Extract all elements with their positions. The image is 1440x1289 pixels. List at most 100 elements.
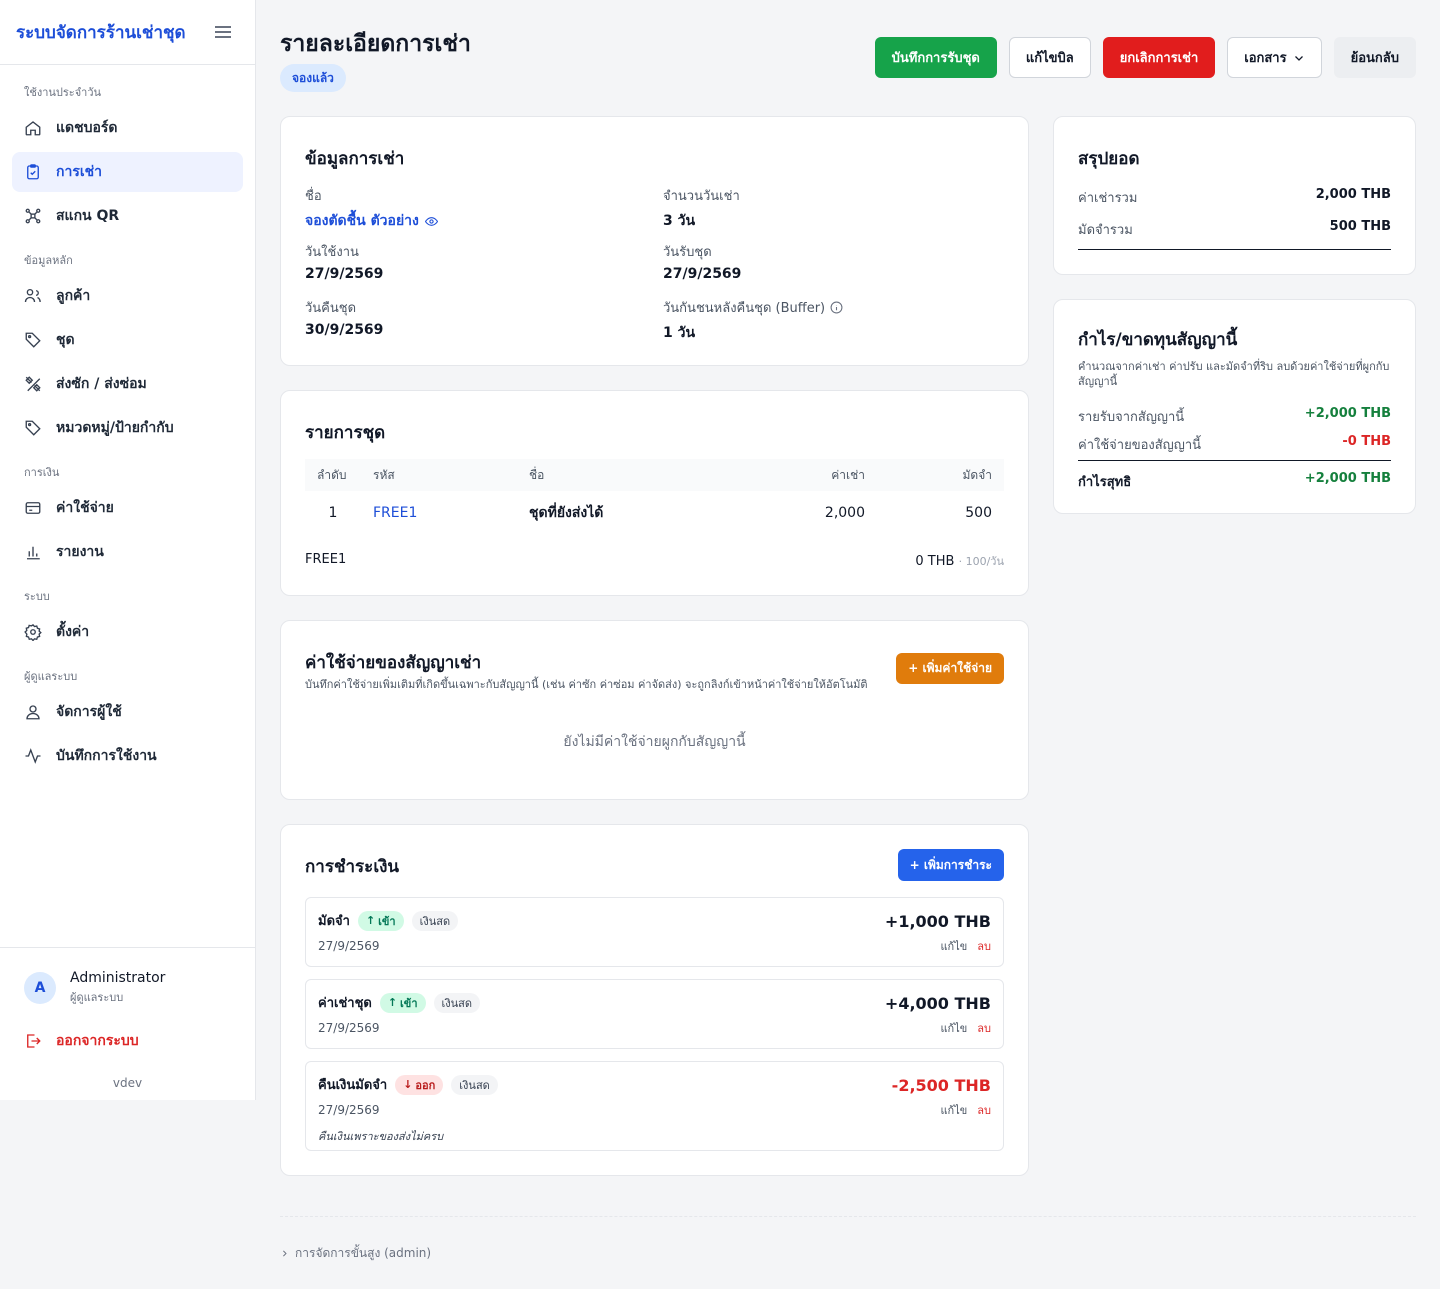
info-label: วันรับชุด (663, 245, 712, 260)
table-row: 1 FREE1 ชุดที่ยังส่งได้ 2,000 500 (305, 491, 1004, 535)
sidebar-item-label: จัดการผู้ใช้ (56, 704, 122, 720)
sidebar-item-activity-log[interactable]: บันทึกการใช้งาน (12, 736, 243, 776)
brand-title[interactable]: ระบบจัดการร้านเช่าชุด (16, 22, 186, 43)
delete-payment-link[interactable]: ลบ (977, 940, 991, 953)
sidebar-item-settings[interactable]: ตั้งค่า (12, 612, 243, 652)
cell-code: FREE1 (361, 491, 517, 535)
profit-value: +2,000 THB (1304, 406, 1391, 421)
sidebar-item-categories[interactable]: หมวดหมู่/ป้ายกำกับ (12, 408, 243, 448)
customer-name-link[interactable]: จองตัดชื้น ตัวอย่าง (305, 210, 438, 232)
sidebar-item-dresses[interactable]: ชุด (12, 320, 243, 360)
delete-payment-link[interactable]: ลบ (977, 1104, 991, 1117)
expenses-description: บันทึกค่าใช้จ่ายเพิ่มเติมที่เกิดขึ้นเฉพา… (305, 678, 868, 691)
cell-name: ชุดที่ยังส่งได้ (529, 505, 604, 521)
tag-icon (25, 420, 41, 436)
sidebar-item-scan-qr[interactable]: สแกน QR (12, 196, 243, 236)
payment-item: คืนเงินมัดจำ ↓ ออก เงินสด 27/9/2569 คืนเง… (305, 1061, 1004, 1151)
direction-label: เข้า (400, 996, 418, 1010)
sidebar-item-rentals[interactable]: การเช่า (12, 152, 243, 192)
sidebar-item-label: การเช่า (56, 164, 103, 180)
expenses-empty-state: ยังไม่มีค่าใช้จ่ายผูกกับสัญญานี้ (563, 734, 746, 750)
payment-type: ค่าเช่าชุด (318, 996, 372, 1011)
advanced-admin-toggle[interactable]: การจัดการขั้นสูง (admin) (280, 1244, 431, 1263)
record-pickup-button[interactable]: บันทึกการรับชุด (874, 37, 997, 78)
payment-item: ค่าเช่าชุด ↑ เข้า เงินสด 27/9/2569 +4,000… (305, 979, 1004, 1049)
arrow-up-icon: ↑ (365, 914, 376, 927)
summary-label: ค่าเช่ารวม (1078, 191, 1138, 206)
items-footer: FREE1 0 THB · 100/วัน (305, 552, 1004, 570)
nav-section-title: ใช้งานประจำวัน (24, 86, 102, 99)
summary-deposit-row: มัดจำรวม 500 THB (1078, 219, 1391, 240)
profit-income-row: รายรับจากสัญญานี้ +2,000 THB (1078, 406, 1391, 427)
sidebar-item-expenses[interactable]: ค่าใช้จ่าย (12, 488, 243, 528)
sidebar-item-reports[interactable]: รายงาน (12, 532, 243, 572)
footer-amount: 0 THB (915, 554, 955, 569)
customer-name: จองตัดชื้น ตัวอย่าง (305, 213, 419, 229)
user-name: Administrator (70, 970, 166, 986)
clipboard-icon (27, 164, 39, 180)
payment-item: มัดจำ ↑ เข้า เงินสด 27/9/2569 +1,000 THB … (305, 897, 1004, 967)
back-button[interactable]: ย้อนกลับ (1333, 37, 1416, 78)
profit-description: คำนวณจากค่าเช่า ค่าปรับ และมัดจำที่ริบ ล… (1078, 360, 1390, 388)
method-badge: เงินสด (411, 910, 459, 931)
info-icon[interactable] (830, 301, 843, 314)
header-actions: บันทึกการรับชุด แก้ไขบิล ยกเลิกการเช่า เ… (874, 37, 1416, 78)
page-title: รายละเอียดการเช่า (280, 31, 471, 57)
tools-icon (25, 376, 41, 392)
summary-rent-row: ค่าเช่ารวม 2,000 THB (1078, 187, 1391, 208)
users-icon (24, 288, 41, 303)
add-payment-button[interactable]: + เพิ่มการชำระ (897, 849, 1004, 881)
profit-label: รายรับจากสัญญานี้ (1078, 410, 1185, 425)
nav-section-title: ระบบ (24, 590, 50, 603)
info-value: 27/9/2569 (305, 266, 384, 282)
items-card: รายการชุด ลำดับ รหัส ชื่อ ค่าเช่า มัดจำ … (280, 390, 1029, 596)
profit-expense-row: ค่าใช้จ่ายของสัญญานี้ -0 THB (1078, 434, 1391, 455)
info-label: จำนวนวันเช่า (663, 189, 740, 204)
tag-icon (25, 332, 41, 348)
info-days: จำนวนวันเช่า 3 วัน (663, 185, 740, 232)
cancel-rental-button[interactable]: ยกเลิกการเช่า (1102, 37, 1216, 78)
profit-divider (1078, 460, 1391, 461)
user-profile[interactable]: A Administrator ผู้ดูแลระบบ (0, 948, 255, 1006)
payment-note: คืนเงินเพราะของส่งไม่ครบ (318, 1130, 444, 1143)
sidebar-item-user-management[interactable]: จัดการผู้ใช้ (12, 692, 243, 732)
status-badge: จองแล้ว (280, 64, 346, 92)
chevron-right-icon (283, 1250, 287, 1257)
direction-label: เข้า (378, 914, 396, 928)
menu-toggle-icon[interactable] (215, 26, 231, 38)
info-use-date: วันใช้งาน 27/9/2569 (305, 241, 383, 282)
info-buffer: วันกันชนหลังคืนชุด (Buffer) 1 วัน (663, 297, 843, 344)
edit-bill-button[interactable]: แก้ไขบิล (1008, 37, 1091, 78)
item-code-link[interactable]: FREE1 (373, 505, 418, 521)
profit-net-label: กำไรสุทธิ (1078, 475, 1132, 490)
rental-info-card: ข้อมูลการเช่า ชื่อ จองตัดชื้น ตัวอย่าง จ… (280, 116, 1029, 366)
rental-info-title: ข้อมูลการเช่า (305, 149, 405, 169)
documents-dropdown[interactable]: เอกสาร (1227, 37, 1322, 78)
summary-divider (1078, 249, 1391, 250)
edit-payment-link[interactable]: แก้ไข (940, 1104, 968, 1117)
profit-card: กำไร/ขาดทุนสัญญานี้ คำนวณจากค่าเช่า ค่าป… (1053, 299, 1416, 514)
home-icon (25, 121, 41, 136)
payments-title: การชำระเงิน (305, 857, 400, 877)
direction-label: ออก (415, 1078, 436, 1092)
sidebar-item-customers[interactable]: ลูกค้า (12, 276, 243, 316)
payment-type: มัดจำ (318, 914, 350, 929)
logout-button[interactable]: ออกจากระบบ (0, 1030, 255, 1052)
brand-header: ระบบจัดการร้านเช่าชุด (0, 0, 255, 65)
qr-icon (25, 208, 41, 224)
add-expense-button[interactable]: + เพิ่มค่าใช้จ่าย (896, 653, 1004, 684)
app-version: vdev (112, 1076, 143, 1090)
items-table: ลำดับ รหัส ชื่อ ค่าเช่า มัดจำ 1 FREE1 ชุ… (305, 459, 1004, 535)
sidebar-item-label: บันทึกการใช้งาน (56, 748, 157, 764)
col-name: ชื่อ (517, 459, 737, 491)
profit-label: ค่าใช้จ่ายของสัญญานี้ (1078, 438, 1202, 453)
sidebar-item-label: รายงาน (56, 544, 104, 560)
sidebar-item-dashboard[interactable]: แดชบอร์ด (12, 108, 243, 148)
edit-payment-link[interactable]: แก้ไข (940, 940, 968, 953)
footer-amount-wrap: 0 THB · 100/วัน (915, 552, 1004, 570)
info-label: วันคืนชุด (305, 301, 357, 316)
delete-payment-link[interactable]: ลบ (977, 1022, 991, 1035)
sidebar-item-laundry-repair[interactable]: ส่งซัก / ส่งซ่อม (12, 364, 243, 404)
chevron-down-icon (1294, 55, 1303, 61)
edit-payment-link[interactable]: แก้ไข (940, 1022, 968, 1035)
